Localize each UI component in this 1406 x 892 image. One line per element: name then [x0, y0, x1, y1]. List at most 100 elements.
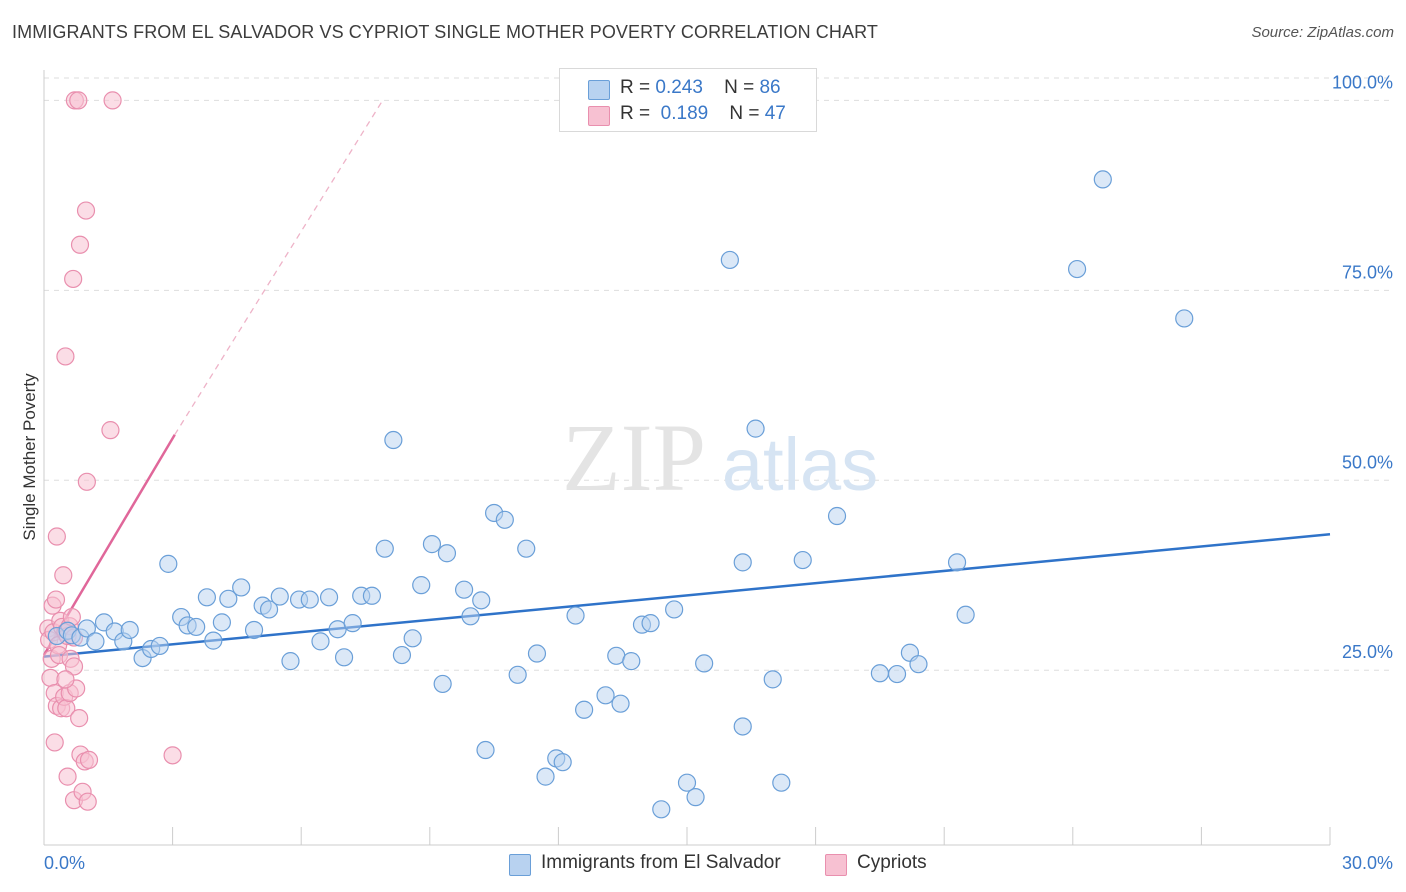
- data-point-el-salvador: [384, 430, 403, 450]
- data-point-el-salvador: [553, 753, 572, 772]
- data-point-el-salvador: [270, 587, 289, 606]
- data-point-el-salvador: [311, 632, 330, 651]
- data-point-el-salvador: [204, 631, 223, 650]
- data-point-el-salvador: [334, 648, 354, 667]
- data-point-el-salvador: [422, 535, 442, 554]
- data-point-el-salvador: [652, 800, 671, 819]
- y-tick-label: 50.0%: [1342, 452, 1393, 472]
- axes: [43, 70, 1331, 846]
- legend-n-value: 47: [764, 103, 786, 124]
- chart-title: IMMIGRANTS FROM EL SALVADOR VS CYPRIOT S…: [12, 22, 878, 42]
- legend-n-value: 86: [759, 77, 781, 98]
- x-tick-label: 0.0%: [44, 853, 85, 873]
- data-point-el-salvador: [720, 250, 739, 270]
- data-point-el-salvador: [433, 674, 452, 694]
- source-credit: Source: ZipAtlas.com: [1251, 24, 1394, 41]
- trend-lines: [42, 100, 1331, 658]
- tick-labels: 25.0% 50.0% 75.0% 100.0% 0.0% 30.0%: [44, 72, 1393, 873]
- data-point-el-salvador: [495, 510, 514, 529]
- data-point-el-salvador: [772, 773, 791, 792]
- data-point-cypriots: [76, 201, 96, 220]
- data-point-el-salvador: [677, 773, 697, 792]
- data-point-el-salvador: [375, 539, 394, 558]
- y-tick-label: 100.0%: [1332, 72, 1393, 92]
- data-point-cypriots: [69, 91, 88, 110]
- data-point-cypriots: [79, 750, 99, 770]
- data-point-el-salvador: [641, 614, 660, 633]
- data-point-el-salvador: [527, 644, 547, 663]
- y-tick-label: 75.0%: [1342, 262, 1393, 282]
- data-point-cypriots: [56, 347, 75, 366]
- data-point-el-salvador: [362, 586, 382, 605]
- data-point-el-salvador: [665, 600, 684, 619]
- data-point-el-salvador: [695, 654, 714, 673]
- data-point-el-salvador: [686, 788, 705, 807]
- data-point-cypriots: [47, 527, 66, 546]
- y-axis-label: Single Mother Poverty: [20, 373, 39, 541]
- data-point-el-salvador: [575, 700, 594, 719]
- data-point-el-salvador: [596, 686, 615, 705]
- watermark-atlas: atlas: [722, 423, 878, 506]
- data-point-el-salvador: [870, 664, 890, 683]
- watermark: ZIP atlas: [562, 404, 878, 511]
- bottom-legend-label: Cypriots: [857, 852, 927, 873]
- data-point-el-salvador: [909, 655, 928, 674]
- data-point-el-salvador: [120, 620, 139, 640]
- data-point-el-salvador: [476, 740, 495, 760]
- data-point-el-salvador: [472, 591, 491, 610]
- data-point-el-salvador: [793, 550, 812, 570]
- data-point-el-salvador: [887, 664, 907, 684]
- data-point-el-salvador: [956, 605, 975, 624]
- data-point-el-salvador: [566, 606, 585, 625]
- data-points: [39, 91, 1194, 819]
- data-point-el-salvador: [150, 636, 169, 656]
- data-point-cypriots: [64, 657, 84, 676]
- data-point-cypriots: [46, 590, 66, 609]
- data-point-el-salvador: [77, 619, 96, 638]
- y-tick-label: 25.0%: [1342, 642, 1393, 662]
- data-point-el-salvador: [412, 576, 431, 595]
- stats-legend: R = 0.243 N = 86 R = 0.189 N = 47: [559, 68, 817, 132]
- data-point-cypriots: [45, 733, 64, 752]
- data-point-cypriots: [77, 472, 96, 491]
- legend-r-value: 0.189: [660, 103, 709, 124]
- data-point-el-salvador: [746, 419, 765, 438]
- data-point-el-salvador: [1067, 259, 1087, 279]
- data-point-el-salvador: [947, 553, 967, 572]
- data-point-el-salvador: [159, 554, 178, 573]
- data-point-cypriots: [58, 767, 77, 786]
- data-point-el-salvador: [212, 613, 231, 632]
- data-point-el-salvador: [300, 590, 319, 609]
- data-point-cypriots: [163, 746, 182, 765]
- legend-r-label: R =: [620, 103, 651, 124]
- data-point-el-salvador: [454, 580, 474, 599]
- data-point-el-salvador: [827, 506, 847, 526]
- legend-r-label: R =: [620, 77, 651, 98]
- data-point-cypriots: [101, 421, 120, 440]
- bottom-legend-label: Immigrants from El Salvador: [541, 852, 781, 873]
- data-point-el-salvador: [244, 620, 264, 640]
- data-point-el-salvador: [259, 600, 279, 619]
- data-point-el-salvador: [733, 553, 752, 572]
- data-point-el-salvador: [517, 539, 536, 558]
- legend-swatch-pink: [588, 106, 610, 126]
- data-point-cypriots: [70, 709, 89, 728]
- data-point-el-salvador: [403, 629, 422, 648]
- data-point-el-salvador: [733, 717, 752, 736]
- watermark-zip: ZIP: [562, 404, 706, 511]
- legend-n-label: N =: [729, 103, 760, 124]
- data-point-el-salvador: [763, 670, 782, 689]
- data-point-el-salvador: [392, 645, 412, 665]
- data-point-el-salvador: [343, 614, 362, 633]
- data-point-cypriots: [103, 91, 122, 110]
- data-point-el-salvador: [1175, 309, 1194, 328]
- data-point-el-salvador: [461, 607, 480, 626]
- data-point-cypriots: [54, 566, 73, 585]
- data-point-el-salvador: [232, 578, 251, 597]
- data-point-el-salvador: [622, 652, 641, 671]
- bottom-legend-swatch-blue: [509, 854, 531, 876]
- trend-line-pink-extension: [174, 100, 384, 436]
- data-point-el-salvador: [86, 632, 105, 651]
- data-point-el-salvador: [197, 588, 216, 607]
